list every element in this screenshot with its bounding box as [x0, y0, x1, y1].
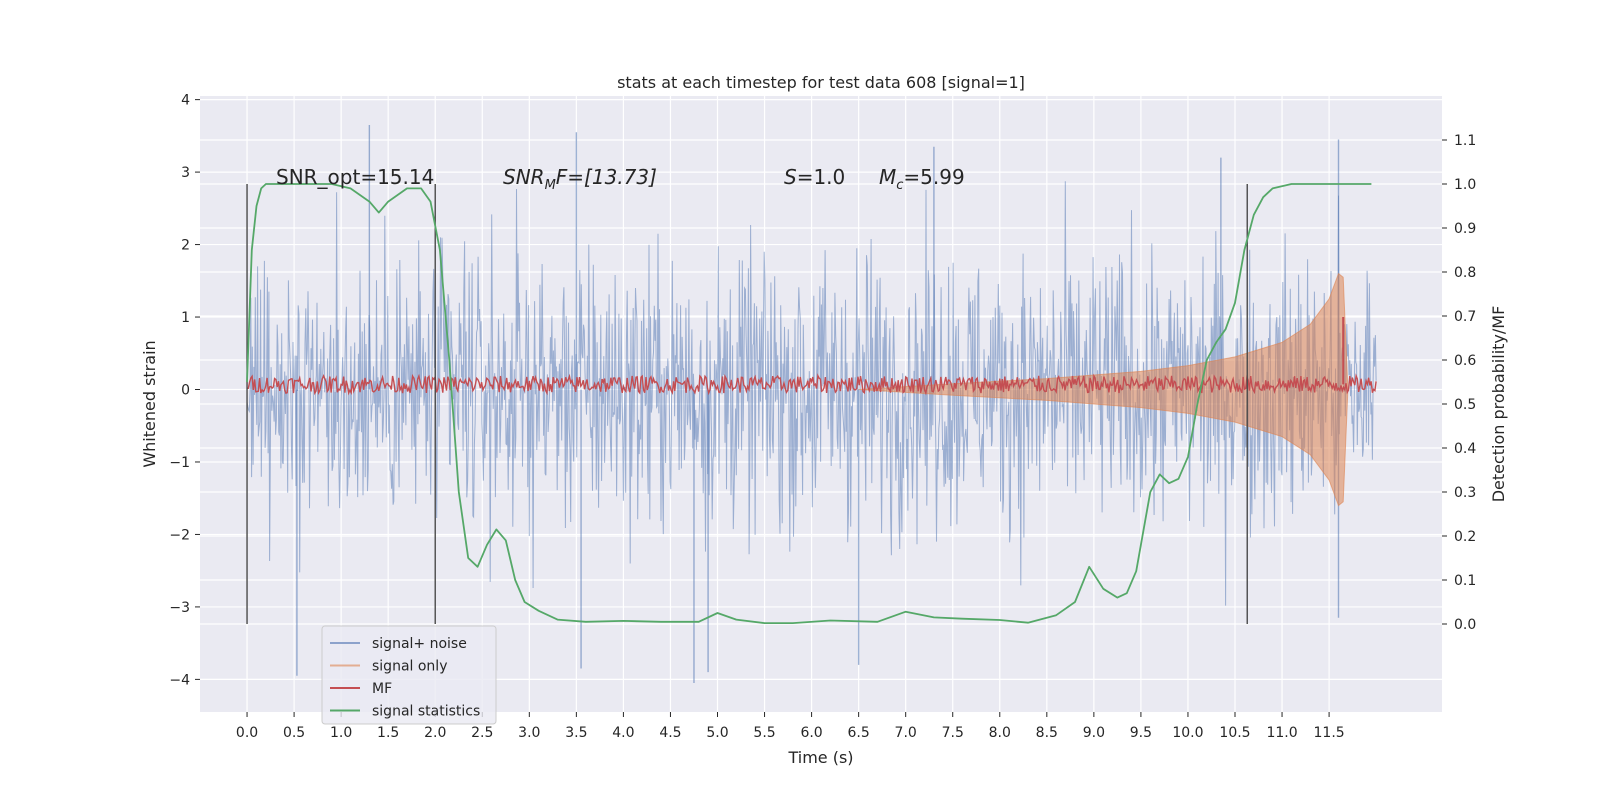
- legend: signal+ noise signal only MF signal statist…: [321, 625, 497, 725]
- x-tick-label: 4.5: [659, 725, 681, 741]
- x-tick-label: 5.0: [706, 725, 728, 741]
- legend-box: [321, 625, 497, 725]
- y2-tick-label: 0.4: [1454, 441, 1476, 457]
- legend-label: signal statistics: [372, 704, 480, 720]
- s-val: =1.0: [797, 165, 846, 189]
- x-ticks: 0.0 0.5 1.0 1.5 2.0 2.5 3.0 3.5 4.0 4.5 5.0 5.5 6.0 6…: [236, 712, 1345, 741]
- mc-val: =5.99: [903, 165, 964, 189]
- y-tick-label: 1: [181, 310, 190, 326]
- x-tick-label: 0.0: [236, 725, 258, 741]
- x-tick-label: 1.5: [377, 725, 399, 741]
- y2-axis-label: Detection probability/MF: [1489, 306, 1508, 503]
- x-tick-label: 11.0: [1266, 725, 1297, 741]
- s-var: S: [784, 165, 797, 189]
- x-tick-label: 9.0: [1083, 725, 1105, 741]
- x-tick-label: 8.5: [1036, 725, 1058, 741]
- x-tick-label: 3.5: [565, 725, 587, 741]
- y2-tick-label: 1.1: [1454, 133, 1476, 149]
- x-tick-label: 10.5: [1219, 725, 1250, 741]
- y2-tick-label: 0.1: [1454, 573, 1476, 589]
- annotation-s: S=1.0: [784, 165, 845, 189]
- x-tick-label: 6.5: [848, 725, 870, 741]
- y-tick-label: −1: [169, 455, 190, 471]
- chart-title: stats at each timestep for test data 608…: [617, 73, 1025, 92]
- mc-var: M: [879, 165, 896, 189]
- y-ticks: 4 3 2 1 0 −1 −2 −3 −4: [169, 93, 200, 688]
- y2-tick-label: 0.2: [1454, 529, 1476, 545]
- signal-statistics-series: [246, 183, 1372, 624]
- snr-mf-sub: M: [545, 178, 556, 193]
- legend-label: signal+ noise: [372, 636, 467, 652]
- y-axis-label: Whitened strain: [140, 340, 159, 467]
- y2-tick-label: 0.3: [1454, 485, 1476, 501]
- y-tick-label: −2: [169, 527, 190, 543]
- x-axis-label: Time (s): [787, 748, 853, 767]
- annotation-mc: Mc=5.99: [879, 165, 965, 193]
- x-tick-label: 2.5: [471, 725, 493, 741]
- x-tick-label: 2.0: [424, 725, 446, 741]
- y2-tick-label: 0.0: [1454, 617, 1476, 633]
- y2-tick-label: 0.5: [1454, 397, 1476, 413]
- x-tick-label: 11.5: [1314, 725, 1345, 741]
- snr-mf-rest: F=[13.73]: [556, 165, 657, 189]
- x-tick-label: 0.5: [283, 725, 305, 741]
- signal-statistics-line: [246, 183, 1372, 624]
- legend-label: MF: [372, 681, 392, 697]
- x-tick-label: 5.5: [753, 725, 775, 741]
- y2-tick-label: 0.9: [1454, 221, 1476, 237]
- x-tick-label: 1.0: [330, 725, 352, 741]
- snr-mf-prefix: SNR: [503, 165, 545, 189]
- annotation-snr-mf: SNRMF=[13.73]: [503, 165, 657, 193]
- y-tick-label: 3: [181, 165, 190, 181]
- annotation-snr-opt: SNR_opt=15.14: [276, 165, 434, 189]
- y2-tick-label: 1.0: [1454, 177, 1476, 193]
- y-tick-label: −3: [169, 600, 190, 616]
- mc-sub: c: [896, 178, 903, 193]
- y2-tick-label: 0.8: [1454, 265, 1476, 281]
- x-tick-label: 8.0: [989, 725, 1011, 741]
- x-tick-label: 7.5: [942, 725, 964, 741]
- y-tick-label: −4: [169, 672, 190, 688]
- x-tick-label: 9.5: [1130, 725, 1152, 741]
- x-tick-label: 10.0: [1172, 725, 1203, 741]
- x-tick-label: 3.0: [518, 725, 540, 741]
- x-tick-label: 6.0: [800, 725, 822, 741]
- y-tick-label: 0: [181, 383, 190, 399]
- y2-tick-label: 0.6: [1454, 353, 1476, 369]
- vertical-markers: [246, 184, 1248, 624]
- y2-tick-label: 0.7: [1454, 309, 1476, 325]
- legend-label: signal only: [372, 659, 447, 675]
- x-tick-label: 7.0: [895, 725, 917, 741]
- y-tick-label: 2: [181, 238, 190, 254]
- y-tick-label: 4: [181, 93, 190, 109]
- x-tick-label: 4.0: [612, 725, 634, 741]
- y2-ticks: 1.1 1.0 0.9 0.8 0.7 0.6 0.5 0.4 0.3 0.2 0.1 0.0: [1442, 133, 1476, 633]
